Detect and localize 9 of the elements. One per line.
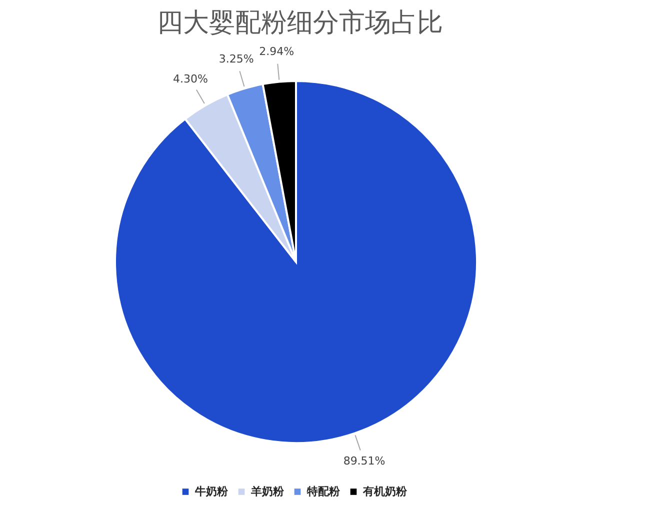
legend-label: 牛奶粉 [194,484,229,498]
legend-label: 有机奶粉 [362,484,408,498]
legend-label: 羊奶粉 [250,484,285,498]
data-label: 89.51% [343,454,386,468]
legend-label: 特配粉 [306,484,341,498]
data-label: 2.94% [259,44,294,58]
chart-title: 四大婴配粉细分市场占比 [157,8,443,37]
data-label: 3.25% [218,52,254,66]
data-label: 4.30% [172,72,208,86]
